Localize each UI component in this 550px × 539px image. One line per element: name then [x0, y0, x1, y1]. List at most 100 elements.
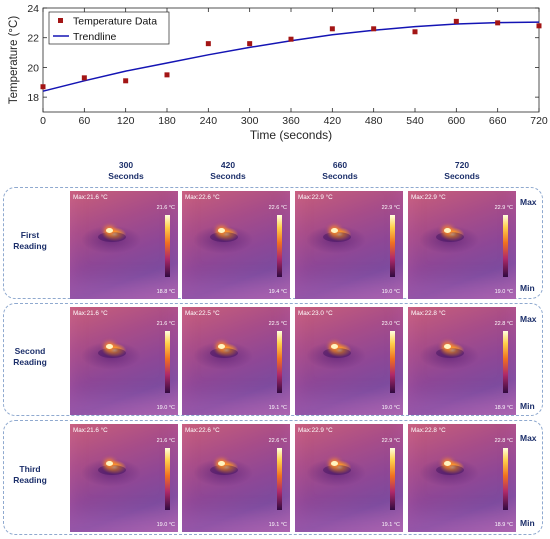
scale-max-label: Max [520, 314, 537, 324]
scale-low-label: 18.8 °C [156, 289, 175, 295]
row-label-line: Reading [13, 475, 47, 485]
x-tick-label: 660 [489, 115, 507, 127]
thermal-image: Max:22.9 °C 22.9 °C 19.0 °C [408, 191, 516, 299]
column-header-value: 720 [454, 160, 470, 170]
scale-low-label: 19.4 °C [268, 289, 287, 295]
thermal-image: Max:21.6 °C 21.6 °C 19.0 °C [70, 307, 178, 415]
scale-low-label: 19.0 °C [381, 289, 400, 295]
x-tick-label: 420 [324, 115, 342, 127]
column-header: 660 Seconds [310, 160, 370, 182]
color-scale-bar [390, 215, 395, 277]
data-point [81, 75, 87, 81]
data-point [412, 29, 418, 35]
scale-low-label: 18.9 °C [494, 405, 513, 411]
scale-low-label: 19.1 °C [268, 405, 287, 411]
column-header: 300 Seconds [96, 160, 156, 182]
scale-high-label: 22.8 °C [494, 321, 513, 327]
data-point [288, 36, 294, 42]
color-scale-bar [165, 331, 170, 393]
thermal-image: Max:22.6 °C 22.6 °C 19.4 °C [182, 191, 290, 299]
hot-spot [444, 228, 451, 233]
scale-min-label: Min [520, 401, 535, 411]
data-point [40, 84, 46, 90]
object-shadow [210, 465, 238, 475]
hot-spot [106, 344, 113, 349]
legend-label-trend: Trendline [73, 31, 117, 43]
data-point [123, 78, 129, 84]
scale-low-label: 18.9 °C [494, 522, 513, 528]
thermal-image: Max:22.8 °C 22.8 °C 18.9 °C [408, 424, 516, 532]
object-shadow [436, 465, 464, 475]
reading-group-third [3, 420, 543, 535]
max-temp-label: Max:22.8 °C [411, 427, 446, 434]
color-scale-bar [277, 331, 282, 393]
y-tick-label: 18 [27, 92, 39, 104]
x-axis-label: Time (seconds) [250, 128, 332, 142]
color-scale-bar [277, 215, 282, 277]
x-tick-label: 240 [200, 115, 218, 127]
scale-low-label: 19.1 °C [381, 522, 400, 528]
column-header-unit: Seconds [210, 171, 246, 181]
x-tick-label: 480 [365, 115, 383, 127]
legend-marker-data [58, 18, 63, 23]
row-label-line: Reading [13, 241, 47, 251]
color-scale-bar [165, 215, 170, 277]
max-temp-label: Max:22.9 °C [411, 194, 446, 201]
row-label-first: First Reading [6, 230, 54, 252]
data-point [495, 20, 501, 26]
max-temp-label: Max:23.0 °C [298, 310, 333, 317]
color-scale-bar [390, 448, 395, 510]
object-shadow [436, 232, 464, 242]
row-label-line: Third [19, 464, 41, 474]
x-tick-label: 540 [406, 115, 424, 127]
color-scale-bar [277, 448, 282, 510]
y-axis-label: Temperature (°C) [8, 16, 20, 104]
scale-max-label: Max [520, 197, 537, 207]
thermal-image: Max:23.0 °C 23.0 °C 19.0 °C [295, 307, 403, 415]
scale-max-label: Max [520, 433, 537, 443]
max-temp-label: Max:22.6 °C [185, 427, 220, 434]
thermal-image: Max:22.9 °C 22.9 °C 19.0 °C [295, 191, 403, 299]
object-shadow [323, 348, 351, 358]
thermal-image: Max:21.6 °C 21.6 °C 19.0 °C [70, 424, 178, 532]
data-point [371, 26, 377, 32]
data-point [247, 41, 253, 47]
column-header-unit: Seconds [444, 171, 480, 181]
scale-high-label: 23.0 °C [381, 321, 400, 327]
scale-high-label: 22.6 °C [268, 438, 287, 444]
color-scale-bar [165, 448, 170, 510]
scale-high-label: 22.5 °C [268, 321, 287, 327]
hot-spot [218, 461, 225, 466]
hot-spot [106, 461, 113, 466]
scale-low-label: 19.0 °C [156, 405, 175, 411]
data-point [329, 26, 335, 32]
max-temp-label: Max:22.9 °C [298, 427, 333, 434]
column-header-unit: Seconds [322, 171, 358, 181]
object-shadow [98, 465, 126, 475]
thermal-image: Max:22.9 °C 22.9 °C 19.1 °C [295, 424, 403, 532]
hot-spot [218, 228, 225, 233]
hot-spot [331, 344, 338, 349]
thermal-image: Max:22.8 °C 22.8 °C 18.9 °C [408, 307, 516, 415]
x-tick-label: 60 [78, 115, 90, 127]
data-point [205, 41, 211, 47]
data-point [536, 23, 542, 29]
temperature-chart: 0 60 120 180 240 300 360 420 480 540 600 660 720 18 20… [8, 3, 548, 142]
color-scale-bar [503, 331, 508, 393]
scale-high-label: 21.6 °C [156, 321, 175, 327]
thermal-image: Max:21.6 °C 21.6 °C 18.8 °C [70, 191, 178, 299]
row-label-third: Third Reading [6, 464, 54, 486]
y-tick-label: 22 [27, 33, 39, 45]
column-header: 720 Seconds [432, 160, 492, 182]
y-tick-label: 24 [27, 3, 39, 15]
x-tick-label: 360 [282, 115, 300, 127]
x-tick-label: 180 [158, 115, 176, 127]
reading-group-second [3, 303, 543, 416]
data-point [453, 18, 459, 24]
hot-spot [444, 461, 451, 466]
legend-label-data: Temperature Data [73, 16, 157, 28]
column-header: 420 Seconds [198, 160, 258, 182]
object-shadow [98, 232, 126, 242]
x-tick-label: 300 [241, 115, 259, 127]
max-temp-label: Max:21.6 °C [73, 194, 108, 201]
